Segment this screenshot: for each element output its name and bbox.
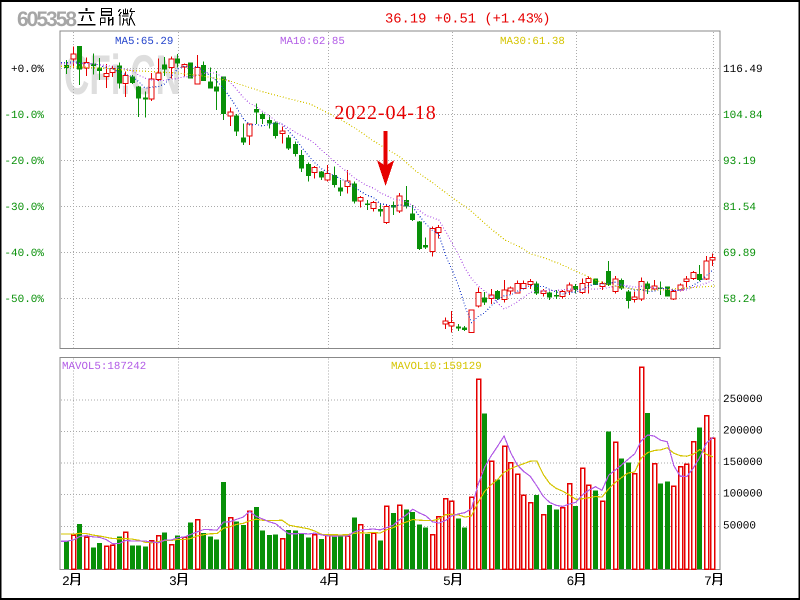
svg-text:2: 2 — [62, 574, 70, 589]
svg-text:50000: 50000 — [723, 520, 756, 532]
svg-text:116.49: 116.49 — [723, 64, 763, 76]
svg-text:200000: 200000 — [723, 426, 763, 438]
svg-text:81.54: 81.54 — [723, 202, 756, 214]
svg-text:2022-04-18: 2022-04-18 — [334, 102, 436, 124]
svg-text:36.19 +0.51 (+1.43%): 36.19 +0.51 (+1.43%) — [385, 13, 551, 28]
svg-text:-50.0%: -50.0% — [4, 294, 44, 306]
svg-text:MAVOL5:187242: MAVOL5:187242 — [62, 361, 146, 373]
svg-text:MA30:61.38: MA30:61.38 — [500, 36, 565, 48]
svg-text:58.24: 58.24 — [723, 294, 756, 306]
svg-text:4: 4 — [320, 574, 328, 589]
svg-text:3: 3 — [169, 574, 177, 589]
svg-text:6: 6 — [567, 574, 575, 589]
svg-text:100000: 100000 — [723, 489, 763, 501]
svg-text:5: 5 — [443, 574, 451, 589]
svg-text:-20.0%: -20.0% — [4, 156, 44, 168]
svg-text:MA10:62.85: MA10:62.85 — [280, 36, 345, 48]
svg-text:-40.0%: -40.0% — [4, 248, 44, 260]
svg-text:MA5:65.29: MA5:65.29 — [115, 36, 173, 48]
svg-text:+0.0%: +0.0% — [11, 64, 44, 76]
svg-text:150000: 150000 — [723, 457, 763, 469]
svg-text:93.19: 93.19 — [723, 156, 756, 168]
svg-text:-30.0%: -30.0% — [4, 202, 44, 214]
svg-text:104.84: 104.84 — [723, 110, 763, 122]
svg-text:7: 7 — [704, 574, 712, 589]
svg-text:605358: 605358 — [17, 8, 77, 31]
svg-text:MAVOL10:159129: MAVOL10:159129 — [391, 361, 482, 373]
svg-text:-10.0%: -10.0% — [4, 110, 44, 122]
svg-text:250000: 250000 — [723, 394, 763, 406]
svg-text:69.89: 69.89 — [723, 248, 756, 260]
